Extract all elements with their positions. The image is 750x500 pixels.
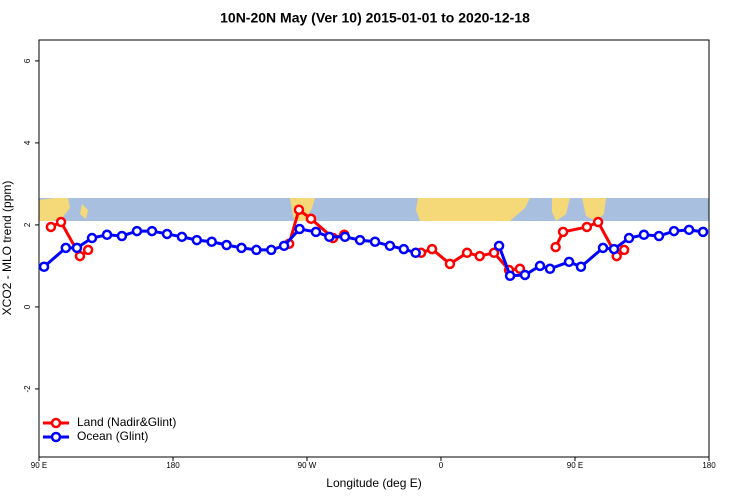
x-tick-label: 90 W: [298, 461, 317, 470]
plot-frame: [38, 39, 710, 458]
point: [131, 225, 143, 237]
point: [557, 226, 569, 238]
point: [38, 261, 50, 272]
series: [38, 223, 709, 282]
point: [474, 250, 485, 262]
y-tick-label: 6: [23, 58, 32, 63]
point: [146, 225, 158, 237]
point: [74, 250, 86, 262]
point: [519, 269, 531, 281]
point: [294, 223, 305, 235]
land-shape: [582, 198, 606, 221]
y-tick-label: -2: [23, 385, 32, 393]
point: [410, 247, 421, 259]
point: [191, 234, 203, 246]
legend-marker: [50, 417, 62, 429]
x-tick-label: 90 E: [567, 461, 583, 470]
point: [161, 228, 173, 240]
point: [354, 234, 366, 246]
point: [339, 231, 351, 243]
point: [668, 225, 680, 237]
x-tick-label: 0: [439, 461, 444, 470]
point: [266, 244, 277, 256]
land-shape: [80, 204, 88, 219]
land-shape: [416, 198, 530, 221]
ocean-band: [39, 198, 709, 221]
point: [251, 244, 262, 256]
point: [236, 242, 247, 254]
point: [71, 242, 83, 254]
point: [597, 242, 609, 254]
point: [683, 224, 695, 236]
point: [653, 230, 665, 242]
point: [60, 242, 72, 254]
y-tick-label: 4: [23, 140, 32, 145]
point: [592, 216, 604, 228]
point: [101, 229, 113, 241]
point: [176, 231, 188, 243]
point: [575, 261, 587, 272]
x-tick-label: 180: [166, 461, 180, 470]
y-tick-label: 0: [23, 304, 32, 309]
point: [461, 247, 473, 259]
land-shape: [552, 198, 570, 221]
point: [544, 263, 556, 275]
point: [310, 226, 322, 238]
point: [618, 244, 630, 256]
point: [369, 236, 381, 247]
point: [221, 239, 232, 251]
y-axis-label: XCO2 - MLO trend (ppm): [0, 181, 14, 316]
point: [697, 226, 709, 238]
point: [608, 243, 620, 255]
chart-title: 10N-20N May (Ver 10) 2015-01-01 to 2020-…: [220, 10, 530, 26]
point: [581, 221, 593, 233]
point: [534, 260, 546, 272]
x-axis-label: Longitude (deg E): [326, 476, 421, 490]
point: [563, 256, 575, 268]
point: [116, 230, 128, 242]
legend-label: Ocean (Glint): [77, 429, 148, 443]
legend-label: Land (Nadir&Glint): [77, 415, 176, 429]
point: [504, 270, 516, 282]
point: [45, 221, 57, 233]
point: [55, 216, 67, 228]
point: [493, 240, 505, 252]
point: [444, 258, 456, 270]
point: [398, 243, 410, 255]
land-shape: [39, 198, 70, 221]
legend-marker: [50, 431, 62, 443]
point: [550, 241, 561, 253]
point: [384, 240, 396, 252]
point: [305, 213, 317, 225]
x-tick-label: 180: [702, 461, 716, 470]
point: [278, 240, 290, 252]
point: [638, 229, 650, 241]
map-strip: [39, 198, 709, 221]
point: [86, 232, 98, 244]
point: [293, 204, 305, 216]
point: [488, 247, 500, 259]
point: [623, 232, 635, 244]
point: [206, 236, 217, 247]
x-tick-label: 90 E: [31, 461, 47, 470]
point: [426, 243, 438, 255]
point: [82, 244, 94, 256]
y-tick-label: 2: [23, 222, 32, 227]
point: [324, 231, 335, 243]
